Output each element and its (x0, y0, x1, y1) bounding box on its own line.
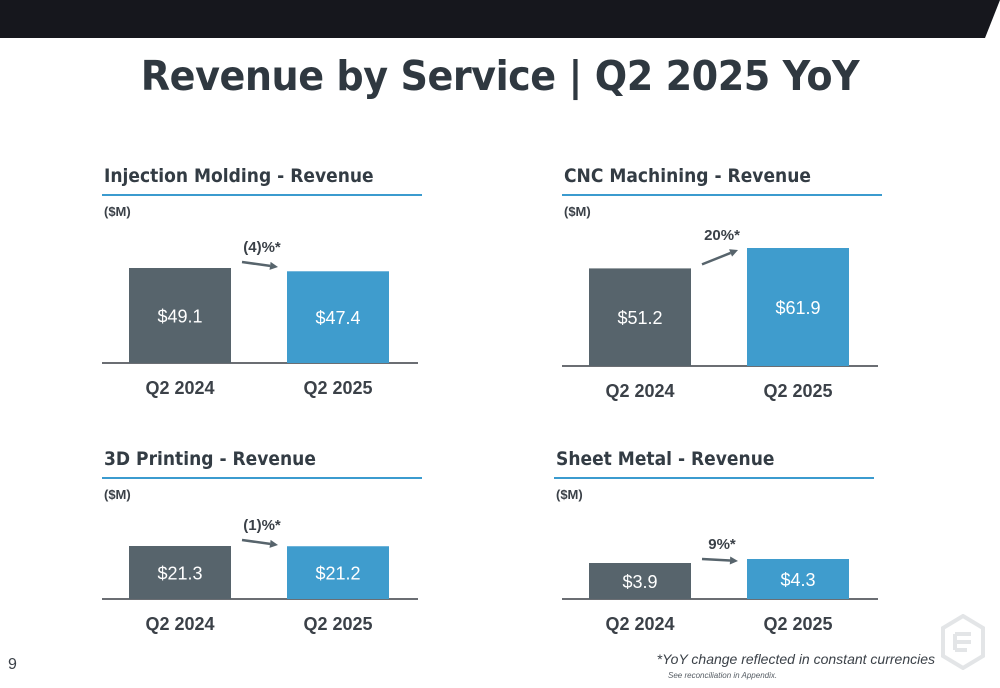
sheet-metal-title: Sheet Metal - Revenue (556, 448, 775, 470)
bar-q2-2025 (287, 271, 389, 363)
cnc-machining-chart: $51.2 Q2 2024 $61.9 Q2 2025 20%* (562, 227, 878, 401)
bar-value-label: $4.3 (780, 570, 815, 590)
bar-q2-2025 (747, 248, 849, 366)
unit-label: ($M) (104, 204, 131, 219)
yoy-change-label: (4)%* (243, 239, 281, 256)
category-label: Q2 2025 (763, 614, 832, 634)
category-label: Q2 2024 (605, 381, 674, 401)
change-arrow-icon (701, 249, 738, 266)
sheet-metal-chart: $3.9 Q2 2024 $4.3 Q2 2025 9%* (562, 536, 878, 634)
category-label: Q2 2024 (145, 378, 214, 398)
title-rule (102, 194, 422, 196)
change-arrow-icon (701, 556, 738, 565)
unit-label: ($M) (564, 204, 591, 219)
bar-value-label: $61.9 (775, 298, 820, 318)
change-arrow-icon (241, 260, 278, 270)
yoy-change-label: (1)%* (243, 517, 281, 534)
3d-printing-title: 3D Printing - Revenue (104, 448, 316, 470)
bar-q2-2024 (129, 268, 231, 363)
3d-printing-chart: $21.3 Q2 2024 $21.2 Q2 2025 (1)%* (102, 517, 418, 634)
unit-label: ($M) (104, 487, 131, 502)
yoy-change-label: 9%* (708, 536, 736, 553)
bar-q2-2025 (747, 559, 849, 599)
injection-molding-title: Injection Molding - Revenue (104, 165, 374, 187)
bar-value-label: $51.2 (617, 308, 662, 328)
bar-value-label: $3.9 (622, 572, 657, 592)
bar-value-label: $49.1 (157, 307, 202, 327)
title-rule (562, 194, 882, 196)
injection-molding-panel: Injection Molding - Revenue ($M) $49.1 Q2… (102, 165, 432, 398)
injection-molding-chart: $49.1 Q2 2024 $47.4 Q2 2025 (4)%* (102, 239, 418, 398)
cnc-machining-panel: CNC Machining - Revenue ($M) $51.2 Q2 202… (562, 165, 892, 401)
bar-q2-2024 (129, 546, 231, 599)
cnc-machining-title: CNC Machining - Revenue (564, 165, 812, 187)
footnote-sub: See reconciliation in Appendix. (668, 671, 778, 680)
category-label: Q2 2025 (763, 381, 832, 401)
bar-q2-2025 (287, 546, 389, 599)
sheet-metal-panel: Sheet Metal - Revenue ($M) $3.9 Q2 2024 $4… (554, 448, 884, 658)
bar-value-label: $21.2 (315, 564, 360, 584)
title-rule (554, 477, 874, 479)
title-rule (102, 477, 422, 479)
bar-q2-2024 (589, 268, 691, 366)
category-label: Q2 2024 (605, 614, 674, 634)
change-arrow-icon (241, 538, 278, 548)
bar-value-label: $47.4 (315, 308, 360, 328)
category-label: Q2 2025 (303, 614, 372, 634)
bar-q2-2024 (589, 563, 691, 599)
page-number: 9 (8, 656, 17, 673)
bar-value-label: $21.3 (157, 564, 202, 584)
yoy-change-label: 20%* (704, 227, 740, 244)
top-banner (0, 0, 1000, 38)
company-logo-icon (941, 614, 985, 670)
unit-label: ($M) (556, 487, 583, 502)
3d-printing-panel: 3D Printing - Revenue ($M) $21.3 Q2 2024 $… (102, 448, 432, 658)
category-label: Q2 2025 (303, 378, 372, 398)
footnote: *YoY change reflected in constant curren… (656, 651, 935, 667)
category-label: Q2 2024 (145, 614, 214, 634)
page-title: Revenue by Service | Q2 2025 YoY (140, 52, 860, 100)
